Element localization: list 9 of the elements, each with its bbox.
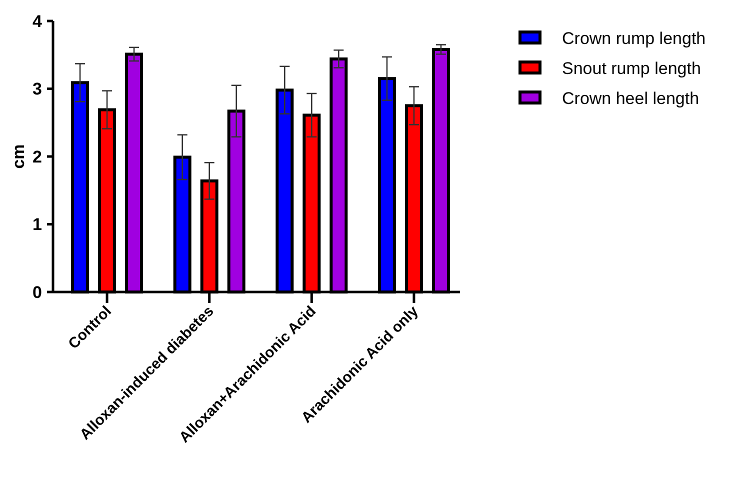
y-tick-label: 1 — [32, 215, 42, 234]
y-tick-label: 2 — [32, 147, 42, 166]
y-tick-label: 4 — [32, 12, 43, 31]
y-axis-title: cm — [9, 144, 28, 169]
legend-label: Crown heel length — [562, 88, 700, 108]
legend-label: Snout rump length — [562, 58, 701, 78]
y-tick-label: 0 — [32, 282, 42, 302]
y-tick-label: 3 — [32, 80, 42, 99]
legend-label: Crown rump length — [562, 28, 706, 48]
